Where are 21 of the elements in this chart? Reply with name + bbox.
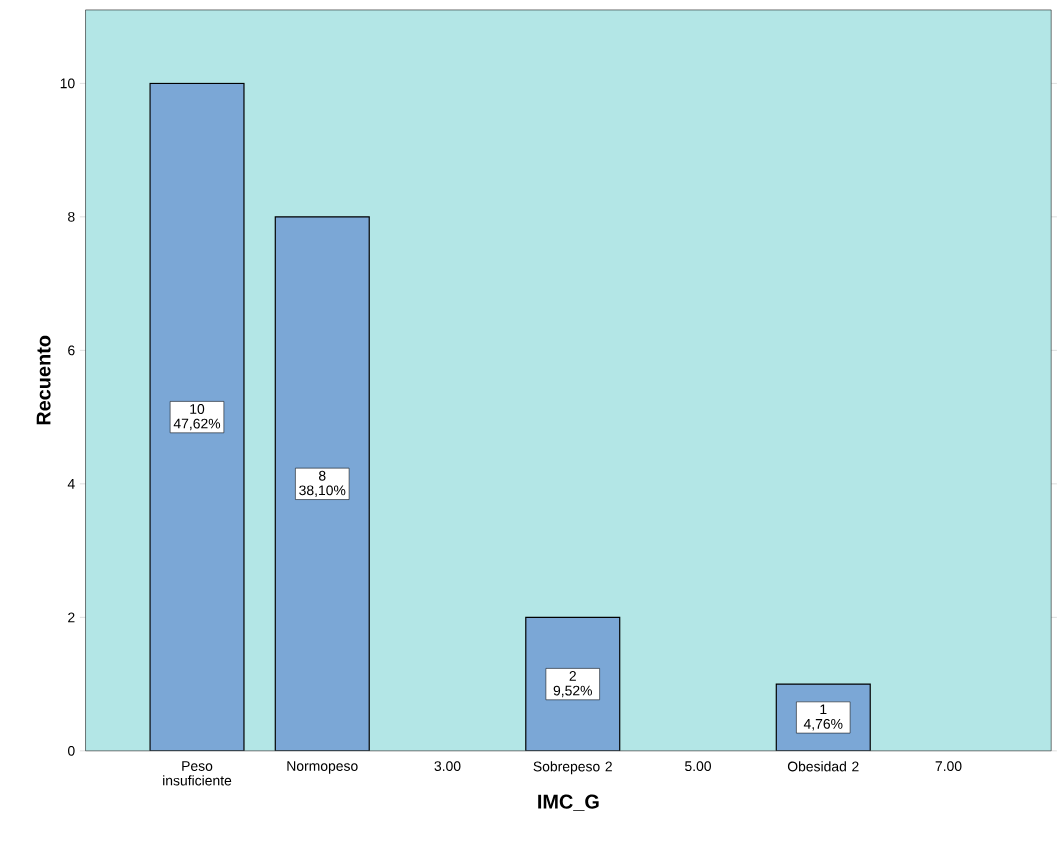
y-tick-label: 10 <box>60 78 75 89</box>
data-label: 10 47,62% <box>173 403 221 431</box>
y-tick-label: 6 <box>68 345 75 356</box>
y-tick-label: 0 <box>67 745 75 756</box>
data-label: 8 38,10% <box>299 470 346 497</box>
x-tick-label: Sobrepeso 2 <box>533 761 612 775</box>
x-tick-label: Obesidad 2 <box>787 761 859 772</box>
y-tick-label: 4 <box>67 478 75 489</box>
bar <box>274 216 370 751</box>
bar <box>149 82 245 751</box>
x-tick-label: Peso insuficiente <box>163 761 232 786</box>
y-tick-label: 2 <box>68 612 75 623</box>
x-axis-title: IMC_G <box>538 794 599 811</box>
y-tick-label: 8 <box>68 211 75 222</box>
x-tick-label: 3.00 <box>434 761 461 771</box>
x-tick-label: 7.00 <box>935 761 962 771</box>
x-tick-label: 5.00 <box>685 761 712 771</box>
data-label: 2 9,52% <box>553 670 592 698</box>
x-tick-label: Normopeso <box>287 761 358 774</box>
y-axis-title: Recuento <box>36 335 51 425</box>
data-label: 1 4,76% <box>803 704 843 731</box>
